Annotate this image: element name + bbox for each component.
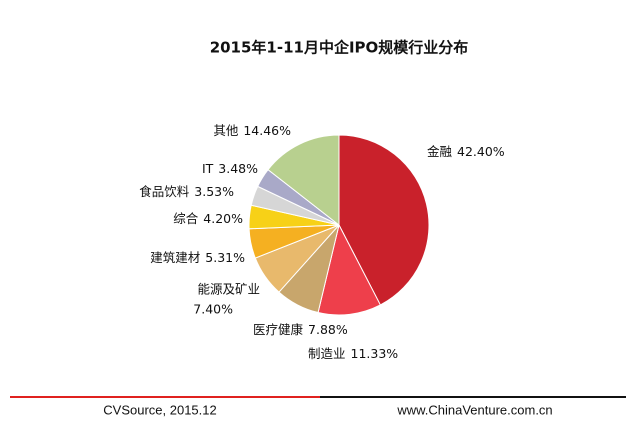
slice-label: 建筑建材 5.31% — [150, 250, 245, 265]
slice-category: 其他 — [213, 123, 239, 138]
slice-category: 金融 — [427, 144, 453, 159]
slice-label: 金融 42.40% — [427, 144, 505, 159]
slice-label: 能源及矿业 — [197, 282, 260, 297]
slice-label: 食品饮料 3.53% — [139, 184, 234, 199]
slice-label: 综合 4.20% — [173, 211, 243, 226]
footer-website: www.ChinaVenture.com.cn — [396, 402, 552, 417]
pie-slice — [267, 134, 340, 227]
slice-category: 食品饮料 — [139, 184, 190, 199]
slice-value-label: 5.31% — [205, 250, 245, 265]
slice-category: 制造业 — [308, 346, 346, 361]
slice-value-label: 14.46% — [243, 123, 291, 138]
slice-category: 医疗健康 — [253, 322, 304, 337]
slice-label: 其他 14.46% — [213, 123, 291, 138]
slice-value-label: 3.48% — [218, 161, 258, 176]
pie-slice — [338, 134, 430, 306]
slice-category: 建筑建材 — [150, 250, 200, 265]
slice-value-label: 11.33% — [351, 346, 399, 361]
chart-title: 2015年1-11月中企IPO规模行业分布 — [210, 39, 469, 57]
slice-value-label: 4.20% — [203, 211, 243, 226]
slice-value-label: 7.40% — [193, 302, 233, 317]
slice-value-label: 7.88% — [308, 322, 348, 337]
slice-value-label: 42.40% — [457, 144, 505, 159]
slice-category: IT — [202, 161, 214, 176]
slice-label: IT 3.48% — [202, 161, 258, 176]
footer-source: CVSource, 2015.12 — [103, 402, 216, 417]
slice-category: 综合 — [173, 211, 199, 226]
slice-value-label: 3.53% — [194, 184, 234, 199]
slice-label: 医疗健康 7.88% — [253, 322, 348, 337]
slice-label: 制造业 11.33% — [308, 346, 398, 361]
